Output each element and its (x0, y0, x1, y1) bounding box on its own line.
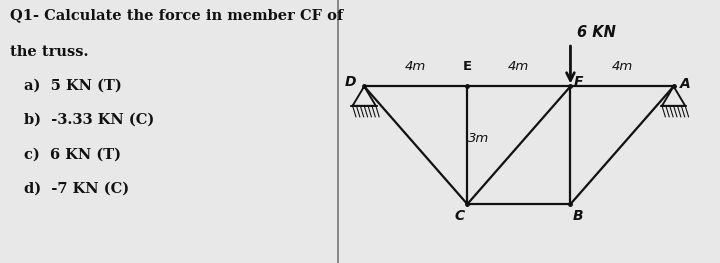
Text: 6 KN: 6 KN (577, 25, 616, 40)
Text: B: B (572, 209, 583, 223)
Text: b)  -3.33 KN (C): b) -3.33 KN (C) (24, 113, 154, 127)
Text: 4m: 4m (405, 60, 426, 73)
Text: E: E (463, 60, 472, 73)
Text: 4m: 4m (508, 60, 529, 73)
Text: C: C (454, 209, 464, 223)
Text: the truss.: the truss. (10, 45, 89, 59)
Text: D: D (344, 75, 356, 89)
Text: 4m: 4m (611, 60, 633, 73)
Text: d)  -7 KN (C): d) -7 KN (C) (24, 181, 129, 195)
Text: c)  6 KN (T): c) 6 KN (T) (24, 147, 121, 161)
Text: a)  5 KN (T): a) 5 KN (T) (24, 79, 122, 93)
Text: F: F (573, 75, 583, 89)
Text: A: A (680, 77, 690, 92)
Text: 3m: 3m (468, 132, 490, 145)
Text: Q1- Calculate the force in member CF of: Q1- Calculate the force in member CF of (10, 8, 343, 22)
